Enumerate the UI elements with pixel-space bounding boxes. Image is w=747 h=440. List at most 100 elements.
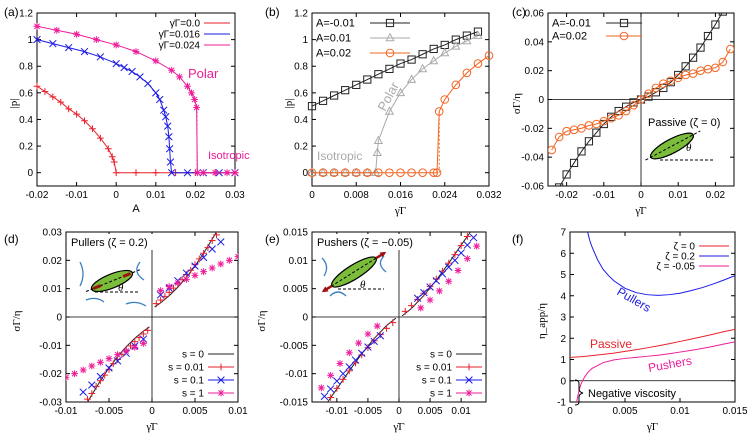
data-point — [307, 168, 317, 177]
series-line — [327, 317, 397, 402]
data-point — [426, 296, 434, 304]
data-point — [385, 168, 394, 177]
data-point — [329, 168, 339, 177]
data-point — [105, 364, 113, 372]
legend-marker — [619, 31, 629, 41]
data-point — [462, 31, 471, 40]
y-tick-label: 0.03 — [43, 228, 63, 239]
data-point — [429, 55, 439, 65]
data-point — [131, 343, 139, 351]
data-point — [725, 44, 734, 54]
data-point — [168, 66, 176, 74]
data-point — [79, 366, 87, 374]
data-point — [88, 390, 96, 397]
series-line — [311, 31, 479, 107]
data-point — [159, 106, 168, 114]
x-tick-label: 0 — [567, 406, 573, 417]
data-point — [711, 63, 720, 73]
data-point — [417, 63, 428, 73]
x-tick-label: 0 — [149, 406, 155, 417]
data-point — [340, 168, 350, 177]
y-tick-label: -1 — [557, 398, 566, 409]
y-tick-label: -0.01 — [285, 369, 308, 380]
data-point — [451, 80, 461, 90]
data-point — [420, 288, 428, 297]
data-point — [718, 13, 727, 16]
data-point — [703, 31, 713, 41]
data-point — [49, 39, 57, 48]
data-point — [406, 74, 417, 83]
data-point — [463, 233, 471, 240]
data-point — [65, 105, 73, 113]
x-tick-label: -0.01 — [325, 406, 348, 417]
series-group — [66, 232, 238, 402]
force-arrow — [122, 272, 132, 278]
data-point — [152, 89, 160, 97]
data-point — [462, 35, 472, 45]
y-tick-label: -0.015 — [280, 398, 309, 409]
y-tick-label: 0.8 — [19, 62, 33, 73]
data-point — [374, 168, 383, 177]
y-tick-label: -0.005 — [280, 341, 309, 352]
legend-marker — [465, 363, 473, 371]
data-point — [554, 132, 564, 142]
data-point — [592, 119, 601, 129]
data-point — [165, 144, 174, 153]
legend-label: A=0.01 — [316, 33, 351, 45]
data-point — [351, 168, 361, 177]
data-point — [438, 270, 447, 278]
swimmer-ellipse — [85, 269, 141, 293]
y-tick-label: 0 — [560, 376, 566, 387]
x-tick-label: 0.03 — [225, 190, 245, 201]
y-tick-label: 0 — [27, 168, 33, 179]
data-point — [451, 251, 459, 259]
x-axis-label: A — [132, 203, 140, 215]
data-point — [183, 168, 192, 177]
data-point — [152, 300, 160, 308]
panel-f: 0 0.005 0.01 0.015-101234567(f)γ̇Γη_app/ηζ … — [512, 228, 747, 434]
data-point — [407, 55, 416, 64]
data-point — [454, 267, 462, 274]
data-point — [156, 95, 164, 104]
panel-label: (f) — [512, 232, 523, 246]
data-point — [191, 96, 199, 103]
data-point — [376, 331, 385, 340]
data-point — [122, 347, 130, 355]
y-axis-label: |p| — [283, 99, 295, 109]
data-point — [208, 237, 216, 244]
title-background — [314, 234, 412, 250]
legend-label: A=0.02 — [552, 31, 587, 43]
data-point — [395, 87, 406, 97]
data-point — [445, 277, 453, 285]
y-tick-label: -0.06 — [521, 182, 544, 193]
annotation-polar: Polar — [188, 66, 219, 81]
data-point — [451, 35, 460, 44]
data-point — [113, 357, 122, 365]
data-point — [33, 82, 41, 90]
data-point — [112, 169, 120, 177]
data-point — [373, 322, 381, 330]
data-point — [374, 70, 383, 79]
y-tick-label: 0.6 — [19, 88, 33, 99]
y-tick-label: 0.4 — [19, 115, 33, 126]
annotation-theta: θ — [118, 282, 124, 294]
y-tick-label: -0.03 — [39, 398, 62, 409]
data-point — [333, 385, 341, 392]
data-point — [429, 44, 438, 54]
plot-frame — [36, 12, 236, 187]
data-point — [463, 241, 472, 249]
data-point — [681, 62, 690, 71]
x-tick-label: 0.01 — [670, 406, 690, 417]
x-tick-label: -0.01 — [55, 406, 78, 417]
panel-title: Pullers (ζ = 0.2) — [71, 237, 148, 249]
data-point — [414, 296, 422, 303]
data-point — [396, 168, 405, 177]
data-point — [144, 326, 152, 334]
data-point — [384, 106, 395, 115]
data-point — [417, 304, 425, 312]
data-point — [182, 269, 191, 277]
data-point — [651, 83, 661, 93]
x-tick-label: 0.016 — [388, 190, 413, 201]
x-tick-label: 0.01 — [451, 406, 471, 417]
x-tick-label: 0 — [396, 406, 402, 417]
